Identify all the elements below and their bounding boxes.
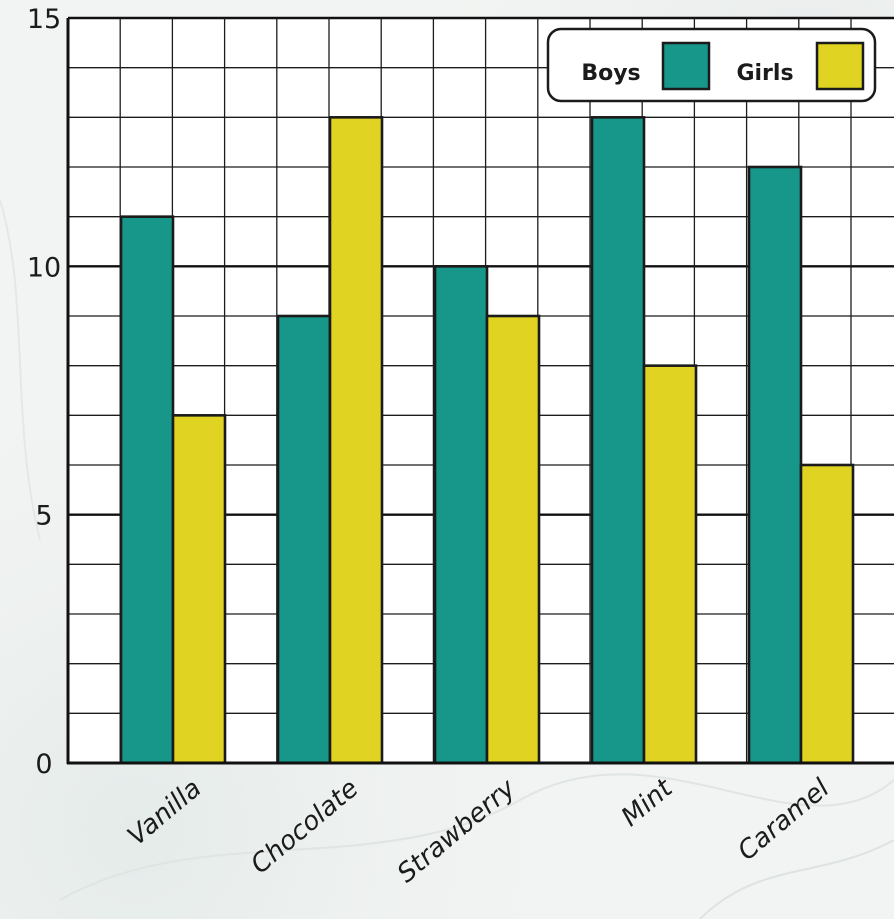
x-tick-label: Chocolate [245,773,364,880]
legend-box [546,27,877,103]
bar-boys-vanilla [119,215,175,765]
legend-swatch-girls [815,41,865,91]
y-tick-label: 15 [27,4,61,35]
y-tick-label: 0 [35,749,52,780]
y-tick-labels: 0 5 10 15 [27,4,61,780]
legend: Boys Girls [546,27,877,103]
bar-girls-caramel [799,463,855,765]
legend-label-boys: Boys [581,61,640,86]
x-tick-label: Mint [616,773,679,833]
y-tick-label: 5 [35,501,52,532]
bar-girls-chocolate [328,116,384,765]
legend-swatch-boys [661,41,711,91]
x-tick-label: Vanilla [122,773,207,851]
bar-boys-caramel [747,165,803,765]
legend-label-girls: Girls [736,61,793,86]
y-tick-label: 10 [27,252,61,283]
axes [66,18,894,765]
bar-girls-mint [642,364,698,765]
bar-girls-vanilla [171,414,227,765]
x-tick-label: Caramel [732,773,836,867]
bar-boys-mint [590,116,646,765]
bar-boys-strawberry [433,265,489,765]
bar-girls-strawberry [485,314,541,765]
bar-boys-chocolate [276,314,332,765]
x-tick-label: Strawberry [392,773,522,889]
x-tick-labels: Vanilla Chocolate Strawberry Mint Caramel [122,773,836,889]
